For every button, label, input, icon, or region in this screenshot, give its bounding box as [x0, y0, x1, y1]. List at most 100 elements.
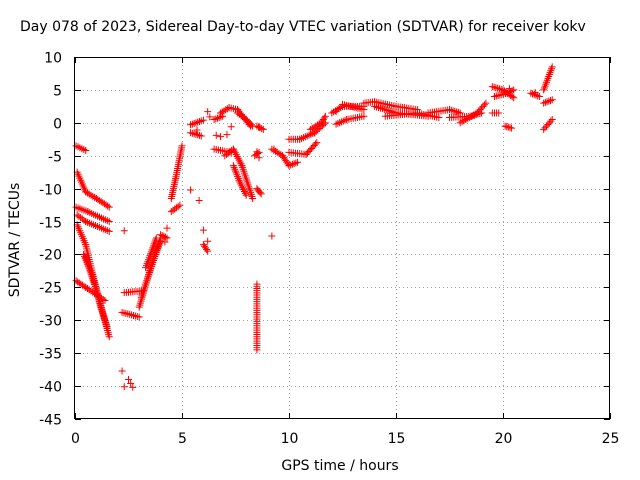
data-point-arc-n: [157, 231, 165, 239]
data-point-arc-o: [174, 202, 182, 210]
data-point: [127, 379, 135, 387]
data-point-arc-al: [382, 106, 390, 114]
x-tick-label: 15: [388, 431, 406, 447]
data-point-arc-ad: [294, 158, 302, 166]
data-point-arc-g: [85, 286, 93, 294]
data-point-arc-w: [234, 154, 242, 162]
data-marks: [72, 63, 556, 391]
data-point-arc-t: [215, 114, 223, 122]
data-point: [187, 186, 195, 194]
data-point-arc-q: [197, 132, 205, 140]
data-point-arc-x: [231, 165, 239, 173]
data-point-arc-x: [234, 173, 242, 181]
data-point-arc-ag: [314, 121, 322, 129]
data-point: [163, 224, 171, 232]
data-point-arc-o: [176, 201, 184, 209]
data-point-arc-aq: [508, 93, 516, 101]
data-point-arc-i: [124, 310, 132, 318]
data-point-arc-ag: [308, 124, 316, 132]
data-point-arc-aw: [545, 97, 553, 105]
data-point-arc-aw: [541, 98, 549, 106]
data-point-arc-g: [99, 295, 107, 303]
data-point-arc-ap: [479, 102, 487, 110]
data-point-arc-aq: [510, 94, 518, 102]
data-point-arc-i: [126, 310, 134, 318]
data-point-arc-aq: [490, 83, 498, 91]
x-tick-label: 20: [495, 431, 513, 447]
data-point-arc-ah: [328, 109, 336, 117]
x-tick-label: 0: [71, 431, 80, 447]
data-point-arc-l: [157, 237, 165, 245]
data-point-arc-ag: [312, 122, 320, 130]
y-tick-label: -30: [39, 314, 62, 330]
data-point-arc-i: [135, 313, 143, 321]
data-point: [212, 131, 220, 139]
data-point-arc-b: [105, 203, 113, 211]
data-point-arc-ag: [310, 123, 318, 131]
data-point-arc-x: [235, 176, 243, 184]
data-point-arc-ax: [547, 117, 555, 125]
data-point-arc-i: [131, 312, 139, 320]
data-point: [199, 226, 207, 234]
data-point-arc-t: [214, 114, 222, 122]
data-point: [270, 145, 278, 153]
data-point: [206, 113, 214, 121]
data-point-arc-ar: [506, 88, 514, 96]
data-point-arc-g: [89, 288, 97, 296]
data-point-arc-r: [194, 118, 202, 126]
data-point-arc-t: [212, 115, 220, 123]
data-point-arc-an: [446, 106, 453, 114]
data-point-arc-w: [237, 160, 245, 168]
data-point-arc-am: [435, 114, 443, 122]
data-point-arc-aw: [540, 99, 548, 107]
data-point-arc-n: [163, 234, 171, 242]
data-point-arc-p: [178, 142, 186, 150]
data-point-arc-z: [254, 150, 262, 158]
data-point-arc-ad: [288, 160, 296, 168]
data-point-arc-v: [223, 105, 231, 113]
data-point-arc-q: [192, 130, 200, 138]
data-point: [195, 196, 203, 204]
data-point-arc-ai: [339, 117, 347, 125]
data-point-arc-ax: [543, 122, 551, 130]
data-point-arc-aw: [548, 96, 556, 104]
data-point-arc-f: [103, 323, 111, 331]
data-point: [204, 237, 212, 245]
data-point-arc-ap: [475, 107, 483, 115]
data-point-arc-aw: [547, 96, 555, 104]
data-point-arc-aq: [492, 84, 500, 92]
data-point-arc-b: [104, 202, 112, 210]
data-point-arc-aq: [494, 84, 502, 92]
data-point-arc-n: [160, 232, 168, 240]
data-point-arc-b: [85, 190, 93, 198]
data-point-arc-i: [122, 309, 130, 317]
data-point: [531, 89, 539, 97]
data-point-arc-an: [453, 108, 461, 116]
data-point-arc-n: [161, 233, 169, 241]
x-tick-label: 5: [178, 431, 187, 447]
data-point-arc-af: [311, 140, 319, 148]
data-point-arc-aq: [497, 85, 505, 93]
data-point-arc-w: [233, 152, 241, 160]
data-point-arc-w: [229, 145, 237, 153]
data-point-arc-w: [235, 156, 243, 164]
data-point-arc-t: [210, 116, 218, 124]
data-point-arc-aq: [495, 85, 503, 93]
data-point-arc-ah: [331, 107, 339, 115]
y-tick-label: -5: [48, 150, 62, 166]
data-point: [505, 85, 513, 93]
data-point-arc-s: [203, 246, 211, 254]
data-point: [204, 108, 212, 116]
data-point-arc-q: [187, 129, 195, 137]
data-point-arc-b: [89, 192, 97, 200]
data-point-arc-w: [231, 149, 239, 157]
data-point-arc-i: [128, 311, 136, 319]
data-point-arc-y: [247, 121, 255, 129]
data-point-arc-au: [527, 89, 535, 97]
y-tick-labels: 10 5 0 -5 -10 -15 -20 -25 -30 -35 -40 -45: [39, 51, 62, 429]
data-point-arc-ad: [287, 161, 295, 169]
data-point: [118, 367, 126, 375]
data-point-arc-c: [105, 218, 113, 226]
data-point-arc-an: [447, 106, 455, 114]
data-point-arc-ax: [544, 120, 552, 128]
